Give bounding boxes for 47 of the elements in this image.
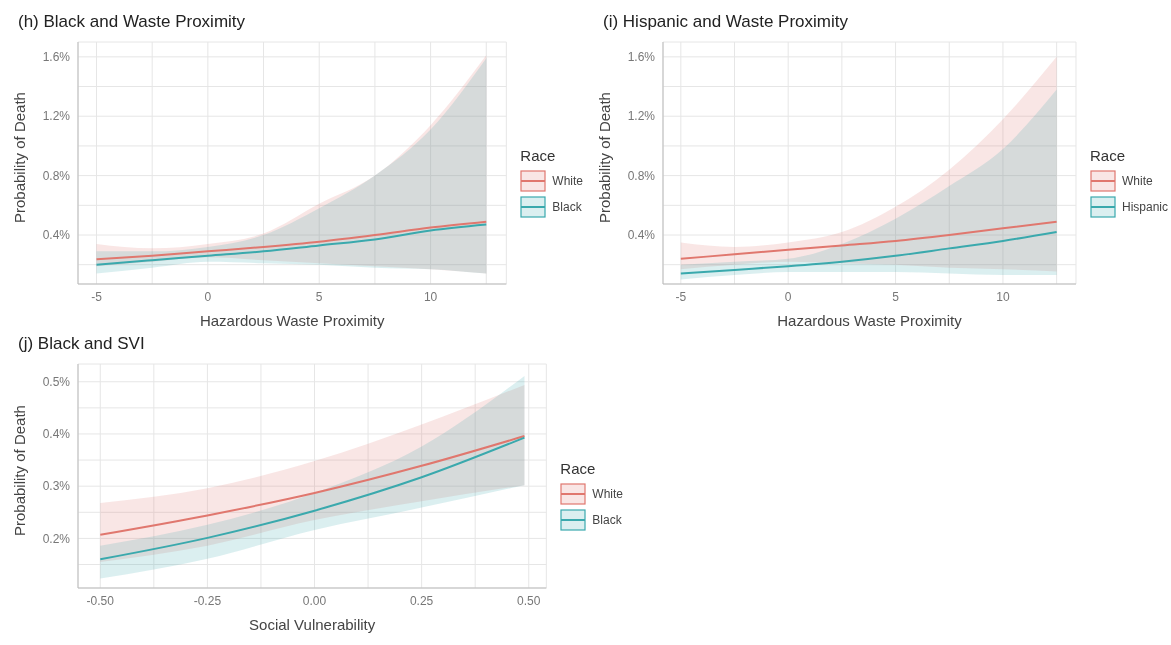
legend-title: Race: [520, 146, 557, 164]
x-tick-label: 0.50: [517, 593, 541, 608]
x-tick-label: 0: [204, 289, 212, 304]
x-tick-label: -5: [675, 289, 687, 304]
y-tick-label: 1.6%: [627, 50, 656, 65]
x-tick-label: 0.25: [409, 593, 434, 608]
x-tick-label: 10: [423, 289, 438, 304]
legend-label: White: [592, 486, 623, 501]
line-series: [99, 435, 526, 536]
x-tick-label: 10: [996, 289, 1010, 304]
legend-title: Race: [1089, 146, 1126, 164]
y-tick-label: 0.2%: [42, 531, 71, 546]
y-tick-label: 0.8%: [627, 168, 656, 183]
y-axis-title: Probability of Death: [11, 405, 29, 536]
x-axis-title: Hazardous Waste Proximity: [199, 312, 385, 329]
chart-title: (j) Black and SVI: [17, 334, 146, 355]
legend-label: White: [552, 173, 583, 188]
y-tick-label: 0.8%: [42, 168, 71, 183]
x-tick-label: -0.50: [86, 593, 115, 608]
legend-label: White: [1121, 173, 1153, 188]
x-axis-title: Social Vulnerability: [249, 616, 376, 633]
legend-label: Black: [592, 512, 622, 527]
x-tick-label: -0.25: [193, 593, 222, 608]
x-tick-label: 5: [892, 289, 900, 304]
legend-label: Black: [552, 199, 582, 214]
y-tick-label: 0.5%: [42, 375, 71, 390]
x-tick-label: 0: [784, 289, 792, 304]
line-series: [679, 220, 1058, 260]
chart-title: (h) Black and Waste Proximity: [17, 12, 247, 33]
x-tick-label: -5: [91, 289, 103, 304]
y-tick-label: 0.4%: [42, 427, 71, 442]
y-tick-label: 1.2%: [42, 109, 71, 124]
y-tick-label: 1.6%: [42, 50, 71, 65]
y-tick-label: 0.4%: [42, 228, 71, 243]
y-tick-label: 0.4%: [627, 228, 656, 243]
line-series: [99, 436, 526, 561]
line-series: [679, 231, 1058, 275]
chart-title: (i) Hispanic and Waste Proximity: [602, 12, 849, 33]
x-tick-label: 5: [315, 289, 323, 304]
y-tick-label: 0.3%: [42, 479, 71, 494]
legend-title: Race: [560, 459, 597, 477]
y-axis-title: Probability of Death: [596, 92, 614, 223]
x-axis-title: Hazardous Waste Proximity: [777, 312, 963, 329]
legend-label: Hispanic: [1121, 199, 1168, 214]
x-tick-label: 0.00: [302, 593, 327, 608]
y-axis-title: Probability of Death: [11, 92, 29, 223]
y-tick-label: 1.2%: [627, 109, 656, 124]
